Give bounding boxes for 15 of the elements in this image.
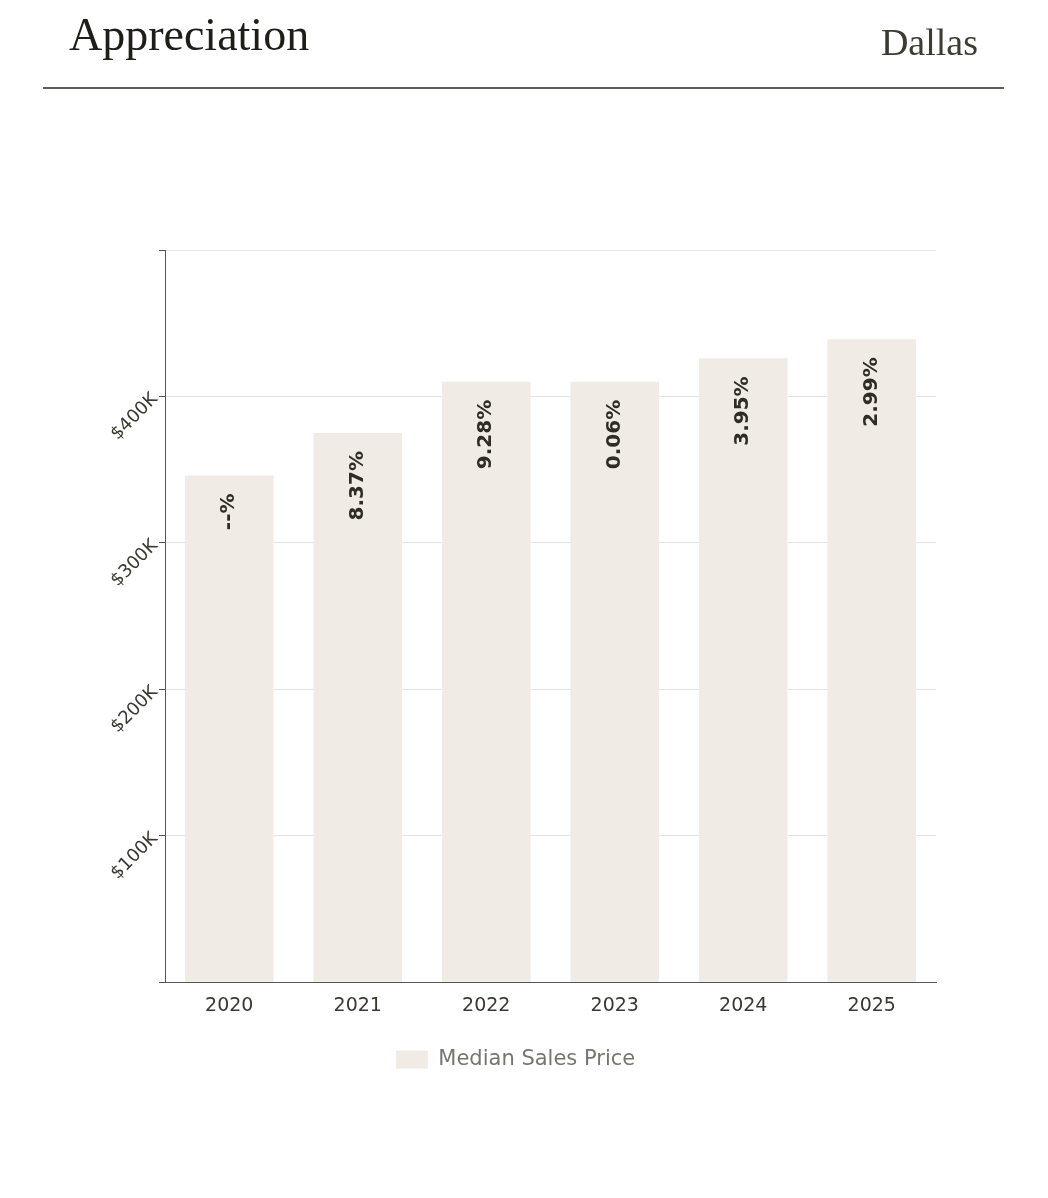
legend-label: Median Sales Price <box>438 1045 636 1070</box>
chart-subtitle: Dallas <box>880 20 978 64</box>
annotation: 8.37% <box>343 451 368 521</box>
annotation: 2.99% <box>857 357 882 427</box>
x-tick-label: 2022 <box>462 992 511 1015</box>
x-tick-label: 2021 <box>333 992 382 1015</box>
annotation: 0.06% <box>600 399 625 470</box>
chart-title: Appreciation <box>69 8 310 61</box>
x-tick-label: 2024 <box>719 992 768 1015</box>
x-tick-label: 2023 <box>590 992 639 1015</box>
annotation: --% <box>215 493 240 531</box>
annotation: 9.28% <box>472 399 497 470</box>
x-tick-label: 2020 <box>205 992 254 1015</box>
annotation: 3.95% <box>729 376 754 446</box>
x-tick-label: 2025 <box>847 992 896 1015</box>
